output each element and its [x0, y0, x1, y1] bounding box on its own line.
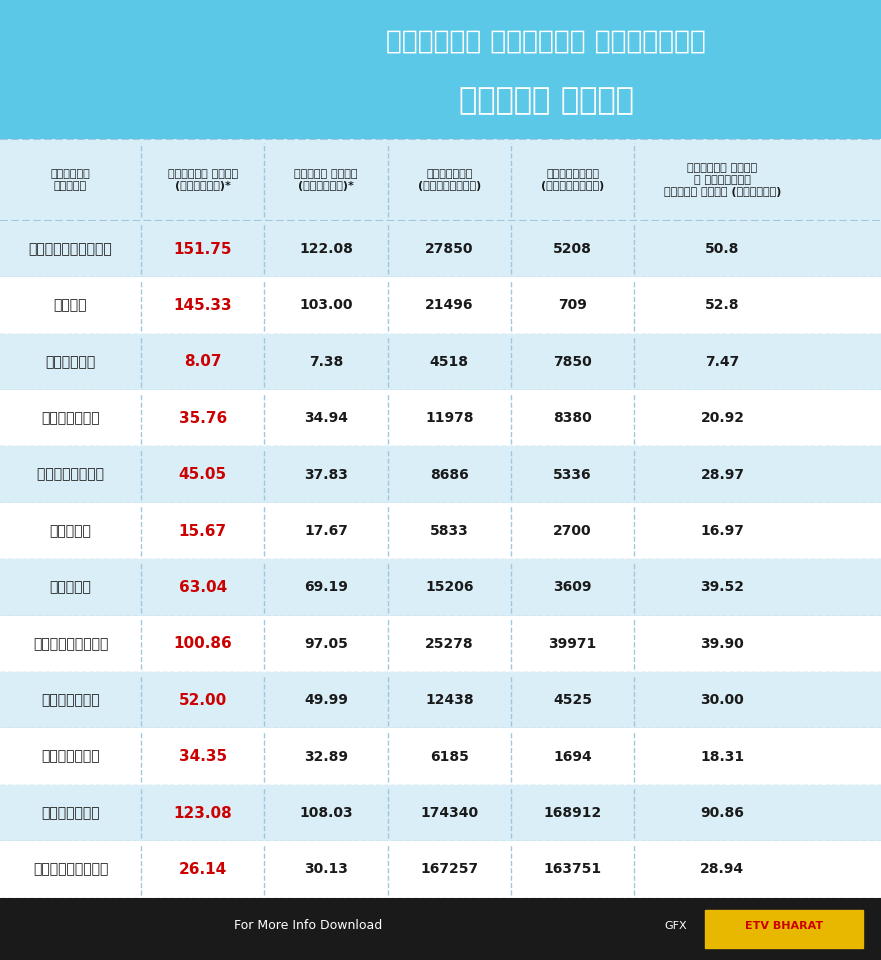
- Text: 45.05: 45.05: [179, 468, 226, 482]
- Text: ಹಾರಂಗಿ: ಹಾರಂಗಿ: [45, 355, 96, 369]
- Text: 7850: 7850: [553, 355, 592, 369]
- Text: ಹೇಮಾವತಿ: ಹೇಮಾವತಿ: [41, 411, 100, 425]
- Text: 21496: 21496: [425, 299, 474, 312]
- Text: For More Info Download: For More Info Download: [234, 919, 382, 932]
- Text: ಕೆಆರ್‌ಎಸ್: ಕೆಆರ್‌ಎಸ್: [37, 468, 104, 482]
- Text: 15.67: 15.67: [179, 523, 226, 539]
- Text: 97.05: 97.05: [304, 636, 348, 651]
- Text: 16.97: 16.97: [700, 524, 744, 538]
- Text: 12438: 12438: [425, 693, 474, 708]
- Text: 8686: 8686: [430, 468, 469, 482]
- Text: 167257: 167257: [420, 862, 478, 876]
- Text: 7.38: 7.38: [309, 355, 343, 369]
- Text: 168912: 168912: [544, 806, 602, 820]
- Text: 49.99: 49.99: [304, 693, 348, 708]
- Text: 39971: 39971: [549, 636, 596, 651]
- Text: 5336: 5336: [553, 468, 592, 482]
- Text: 39.90: 39.90: [700, 636, 744, 651]
- Text: ಗರಿಷ್ಠ ಮಟ್ಟ
(ಟಿಎಂಸಿ)*: ಗರಿಷ್ಠ ಮಟ್ಟ (ಟಿಎಂಸಿ)*: [167, 169, 238, 191]
- Text: 8380: 8380: [553, 411, 592, 425]
- Text: 122.08: 122.08: [299, 242, 353, 256]
- Text: ETV BHARAT: ETV BHARAT: [745, 921, 823, 930]
- Text: ಲಿಂಗನಮಕ್ಕಿ: ಲಿಂಗನಮಕ್ಕಿ: [28, 242, 113, 256]
- Text: 151.75: 151.75: [174, 242, 232, 256]
- Text: 4525: 4525: [553, 693, 592, 708]
- Text: ಇಂದಿನ ಮಟ್ಟ
(ಟಿಎಂಸಿ)*: ಇಂದಿನ ಮಟ್ಟ (ಟಿಎಂಸಿ)*: [294, 169, 358, 191]
- Text: 123.08: 123.08: [174, 805, 232, 821]
- Text: ಆಲಮಟ್ಟಿ: ಆಲಮಟ್ಟಿ: [41, 806, 100, 820]
- Text: ಒಳಹರಿವು
(ಕ್ಯೂಸೆಕ್): ಒಳಹರಿವು (ಕ್ಯೂಸೆಕ್): [418, 169, 481, 191]
- Text: 174340: 174340: [420, 806, 478, 820]
- Text: 34.94: 34.94: [304, 411, 348, 425]
- Bar: [705, 910, 863, 948]
- Text: 3609: 3609: [553, 581, 592, 594]
- Text: 7.47: 7.47: [706, 355, 739, 369]
- Text: 90.86: 90.86: [700, 806, 744, 820]
- Text: 27850: 27850: [425, 242, 474, 256]
- Text: ಜಲಾಶಯದ
ಹೆಸರು: ಜಲಾಶಯದ ಹೆಸರು: [50, 169, 91, 191]
- Text: ತುಂಗಭದ್ರಾ: ತುಂಗಭದ್ರಾ: [33, 636, 108, 651]
- Text: 37.83: 37.83: [304, 468, 348, 482]
- Text: 163751: 163751: [544, 862, 602, 876]
- Text: 52.00: 52.00: [179, 693, 226, 708]
- Text: 2700: 2700: [553, 524, 592, 538]
- Text: 103.00: 103.00: [300, 299, 352, 312]
- Text: 17.67: 17.67: [304, 524, 348, 538]
- Text: 18.31: 18.31: [700, 750, 744, 763]
- Text: 35.76: 35.76: [179, 411, 226, 425]
- Text: 52.8: 52.8: [705, 299, 740, 312]
- Text: 709: 709: [559, 299, 587, 312]
- Text: 34.35: 34.35: [179, 749, 226, 764]
- Text: 8.07: 8.07: [184, 354, 221, 370]
- Text: ರಾಜ್ಯದ ಪ್ರಮುಖ ಜಲಾಶಯಗಳ: ರಾಜ್ಯದ ಪ್ರಮುಖ ಜಲಾಶಯಗಳ: [386, 29, 707, 55]
- Text: ಸೂಪಾ: ಸೂಪಾ: [54, 299, 87, 312]
- Text: 20.92: 20.92: [700, 411, 744, 425]
- Text: 28.94: 28.94: [700, 862, 744, 876]
- Text: 30.13: 30.13: [304, 862, 348, 876]
- Text: GFX: GFX: [664, 921, 687, 930]
- Text: 100.86: 100.86: [174, 636, 232, 651]
- Text: 32.89: 32.89: [304, 750, 348, 763]
- Text: 26.14: 26.14: [179, 862, 226, 876]
- Text: 15206: 15206: [425, 581, 474, 594]
- Text: 5833: 5833: [430, 524, 469, 538]
- Text: 63.04: 63.04: [179, 580, 226, 595]
- Text: 25278: 25278: [425, 636, 474, 651]
- Text: 69.19: 69.19: [304, 581, 348, 594]
- Text: ಭದ್ರಾ: ಭದ್ರಾ: [49, 581, 92, 594]
- Text: ಹೊರಹರಿವು
(ಕ್ಯೂಸೆಕ್): ಹೊರಹರಿವು (ಕ್ಯೂಸೆಕ್): [541, 169, 604, 191]
- Text: ನೀರಿನ ಮಟ್ಟ: ನೀರಿನ ಮಟ್ಟ: [459, 85, 633, 115]
- Text: ಕಬಿನಿ: ಕಬಿನಿ: [49, 524, 92, 538]
- Text: ಹಿಂದಿನ ವರ್ಷ
ಈ ದಿನದಂದು
ನೀರಿನ ಮಟ್ಟ (ಟಿಎಂಸಿ): ಹಿಂದಿನ ವರ್ಷ ಈ ದಿನದಂದು ನೀರಿನ ಮಟ್ಟ (ಟಿಎಂಸಿ…: [663, 163, 781, 197]
- Text: 6185: 6185: [430, 750, 469, 763]
- Text: ಘಟಪ್ರಭಾ: ಘಟಪ್ರಭಾ: [41, 693, 100, 708]
- Text: 28.97: 28.97: [700, 468, 744, 482]
- Text: 5208: 5208: [553, 242, 592, 256]
- Text: ನಾರಾಯಣಪುರ: ನಾರಾಯಣಪುರ: [33, 862, 108, 876]
- Text: ಮಲಪ್ರಭಾ: ಮಲಪ್ರಭಾ: [41, 750, 100, 763]
- Text: 1694: 1694: [553, 750, 592, 763]
- Text: 39.52: 39.52: [700, 581, 744, 594]
- Text: 4518: 4518: [430, 355, 469, 369]
- Text: 11978: 11978: [425, 411, 474, 425]
- Text: 145.33: 145.33: [174, 298, 232, 313]
- Text: 50.8: 50.8: [705, 242, 740, 256]
- Text: 108.03: 108.03: [300, 806, 352, 820]
- Text: 30.00: 30.00: [700, 693, 744, 708]
